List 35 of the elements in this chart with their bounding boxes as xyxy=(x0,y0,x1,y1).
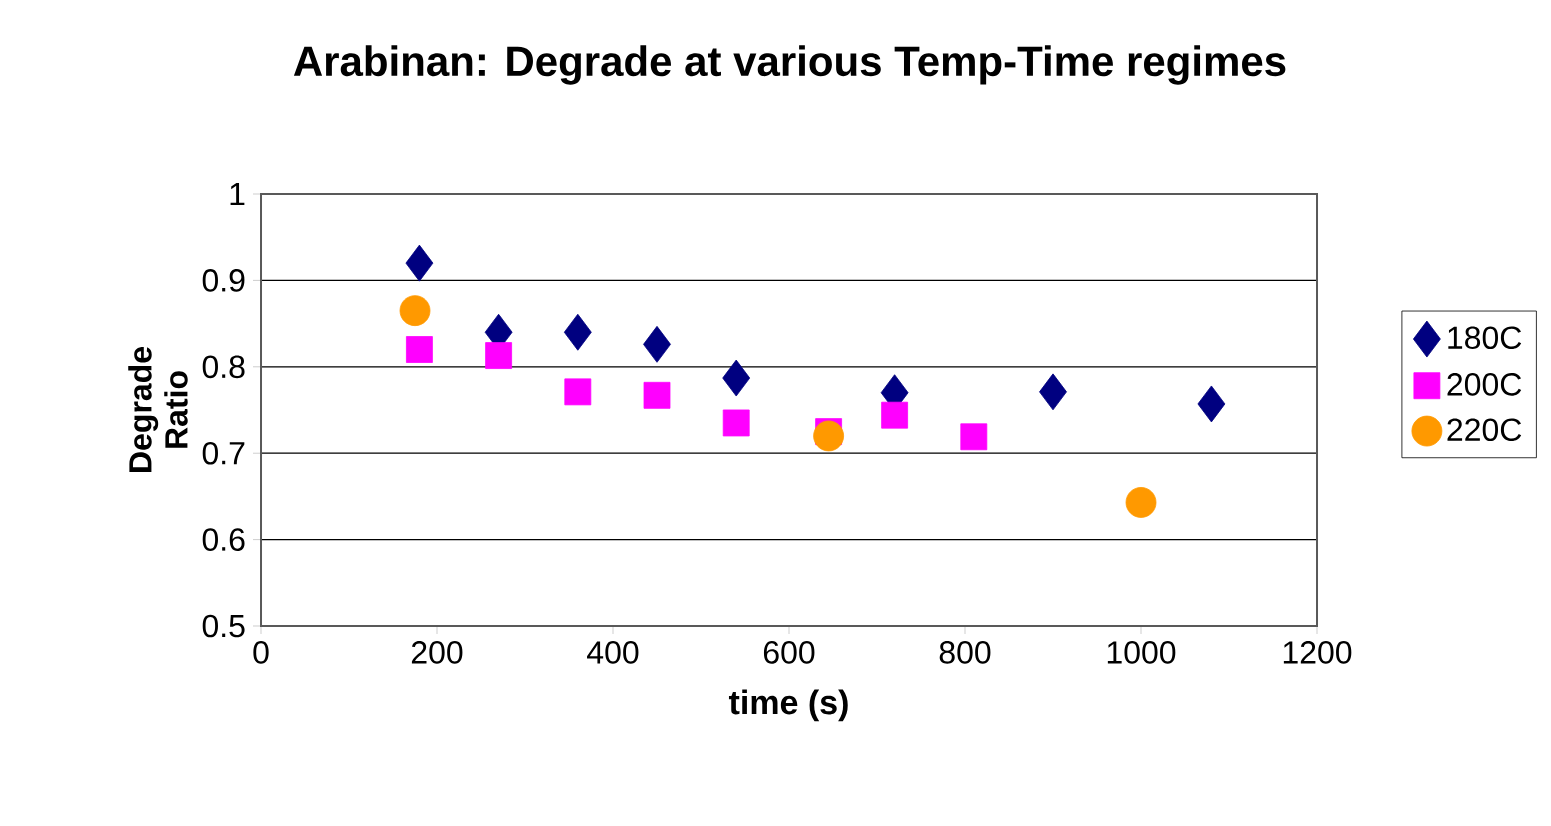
y-tick-label: 1 xyxy=(230,182,245,206)
x-axis-title: time (s) xyxy=(728,689,848,722)
point xyxy=(399,295,431,327)
point xyxy=(643,325,671,363)
legend-label: 220C xyxy=(1447,418,1522,442)
x-tick-label: 600 xyxy=(763,641,815,664)
y-tick-label: 0.6 xyxy=(202,528,245,551)
point xyxy=(563,313,592,351)
point xyxy=(960,423,988,451)
point xyxy=(485,342,513,369)
point xyxy=(813,420,845,452)
point xyxy=(643,381,671,409)
point xyxy=(1197,385,1226,423)
point xyxy=(722,359,751,397)
legend-label: 180C xyxy=(1448,326,1522,350)
y-tick-label: 0.9 xyxy=(202,269,245,292)
chart-title: Arabinan: Degrade at various Temp-Time regimes xyxy=(293,45,1286,85)
legend-label: 200C xyxy=(1447,373,1522,396)
point xyxy=(406,336,433,363)
x-tick-label: 1200 xyxy=(1283,641,1352,664)
point xyxy=(564,378,592,406)
x-tick-label: 0 xyxy=(253,641,269,664)
x-tick-label: 400 xyxy=(587,641,639,664)
point xyxy=(405,244,434,282)
point xyxy=(881,401,909,429)
y-tick-label: 0.5 xyxy=(202,614,245,638)
y-tick-label: 0.8 xyxy=(202,355,245,379)
y-tick-label: 0.7 xyxy=(202,441,245,465)
point xyxy=(722,409,750,437)
point xyxy=(1039,373,1067,411)
point xyxy=(1125,487,1157,518)
x-tick-label: 200 xyxy=(411,641,463,664)
x-tick-label: 800 xyxy=(939,641,991,664)
x-tick-label: 1000 xyxy=(1107,641,1176,664)
y-axis-title: Degrade Ratio xyxy=(128,347,188,472)
